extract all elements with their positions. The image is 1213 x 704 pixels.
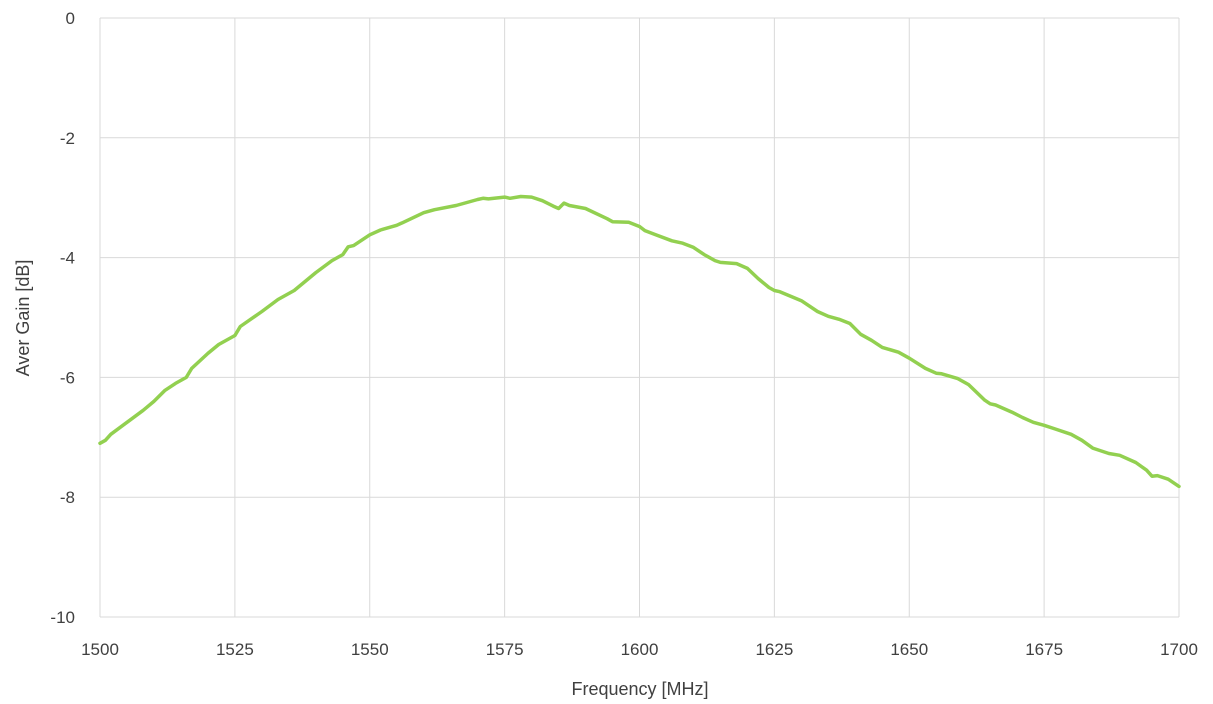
x-tick-label: 1500 [81, 640, 119, 659]
y-tick-label: -10 [50, 608, 75, 627]
x-axis-title: Frequency [MHz] [571, 679, 708, 699]
x-tick-label: 1625 [755, 640, 793, 659]
y-tick-label: -4 [60, 249, 75, 268]
y-tick-label: -2 [60, 129, 75, 148]
gain-series-line [98, 194, 1181, 489]
tick-labels: 1500 1525 1550 1575 1600 1625 1650 1675 1700 0 -2 -… [50, 9, 1197, 659]
grid [99, 17, 1180, 618]
x-tick-label: 1525 [216, 640, 254, 659]
x-tick-label: 1650 [890, 640, 928, 659]
x-tick-label: 1700 [1160, 640, 1198, 659]
y-tick-label: -8 [60, 488, 75, 507]
series [98, 194, 1181, 489]
x-tick-label: 1550 [351, 640, 389, 659]
x-tick-label: 1675 [1025, 640, 1063, 659]
x-tick-label: 1600 [621, 640, 659, 659]
y-tick-label: -6 [60, 368, 75, 387]
y-tick-label: 0 [66, 9, 75, 28]
y-axis-title: Aver Gain [dB] [13, 260, 33, 377]
x-tick-label: 1575 [486, 640, 524, 659]
